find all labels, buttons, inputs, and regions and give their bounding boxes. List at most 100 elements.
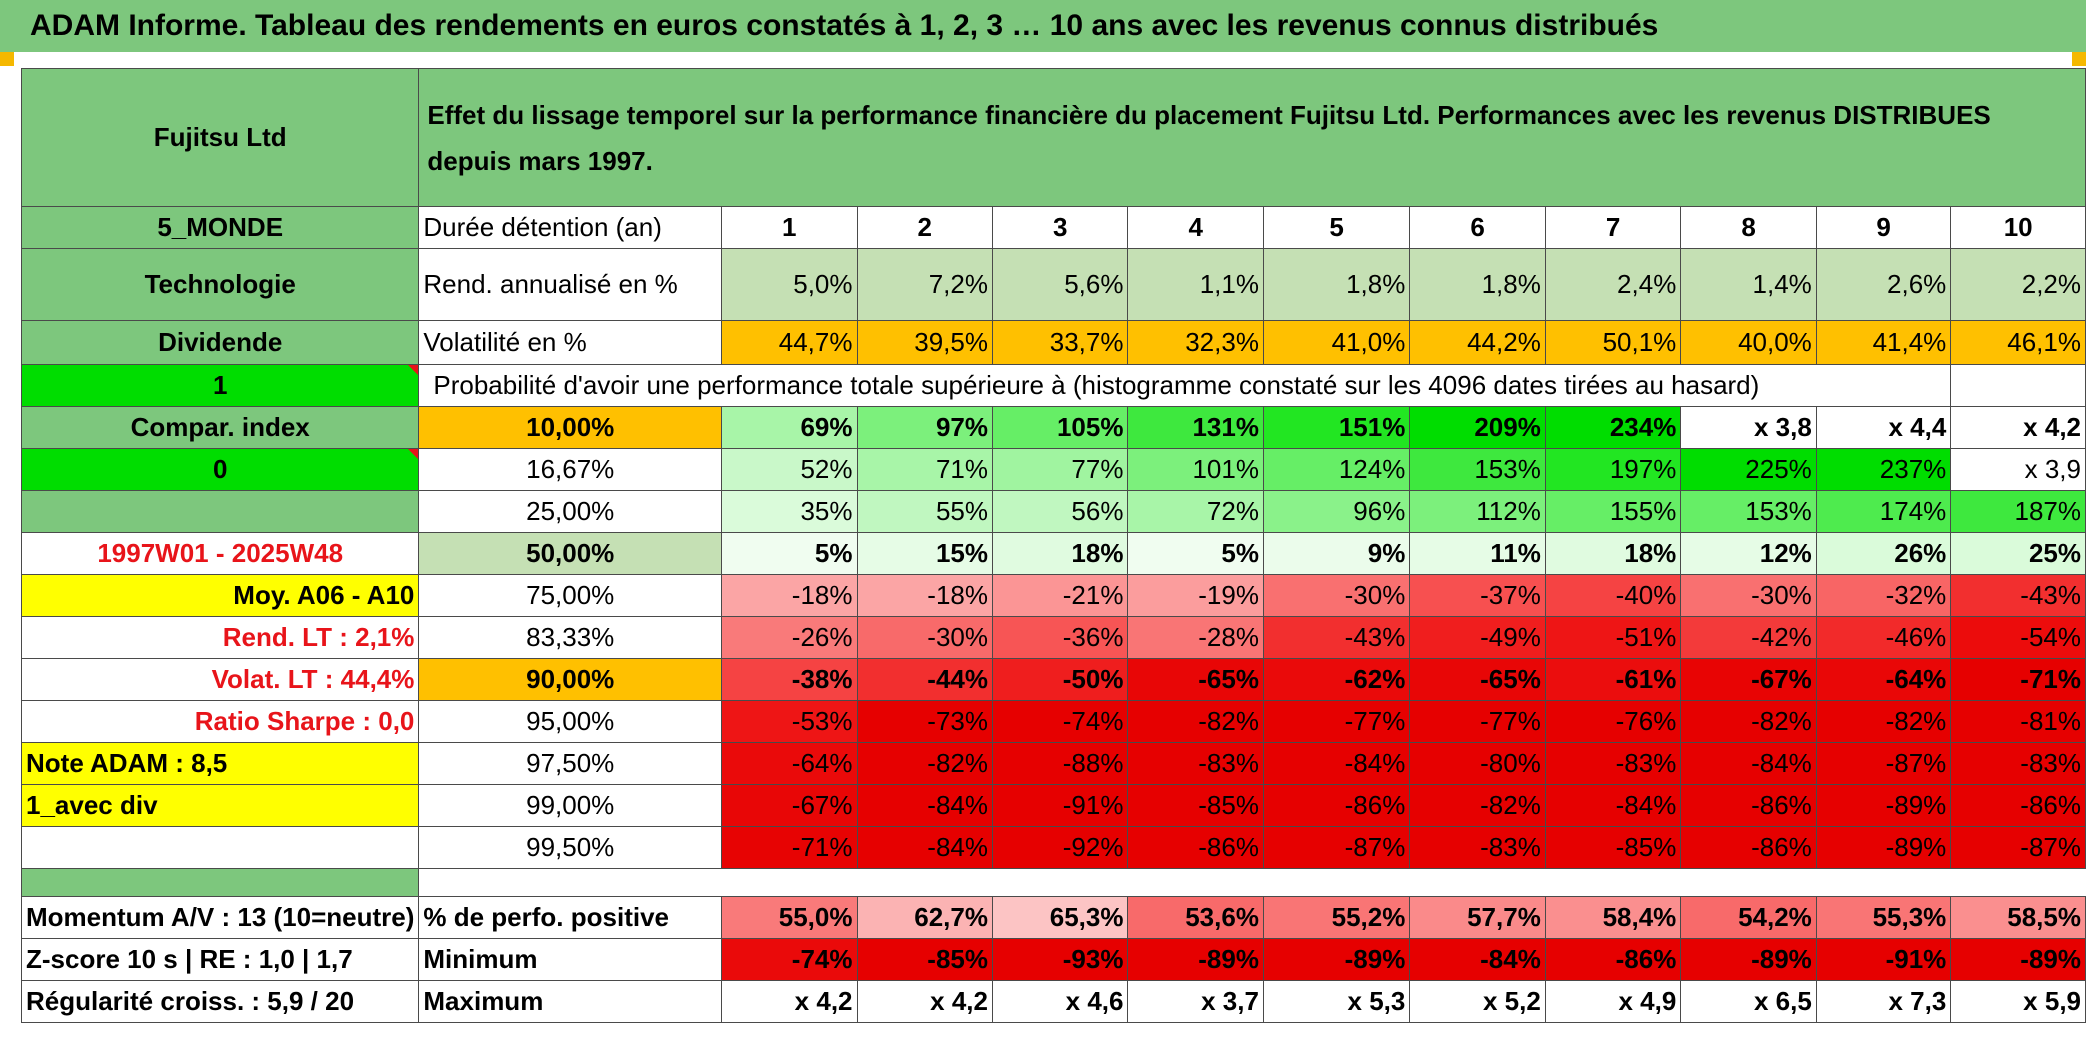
quantile-cell: 5% [1127,532,1264,575]
quantile-cell: -88% [991,742,1129,785]
quantile-cell: x 4,2 [1950,406,2086,449]
flag-one: 1 [20,364,420,407]
volatility-cell: 50,1% [1544,320,1682,365]
positive-performance-cell: 57,7% [1409,896,1546,939]
quantile-cell: x 4,4 [1815,406,1952,449]
quantile-cell: -87% [1950,826,2086,869]
quantile-cell: 237% [1815,448,1952,491]
quantile-cell: 153% [1680,490,1817,533]
quantile-cell: -71% [721,826,858,869]
quantile-label: 50,00% [418,532,723,575]
volatility-cell: 32,3% [1127,320,1264,365]
section-divider [20,868,420,897]
volatility-cell: 33,7% [991,320,1129,365]
quantile-cell: 25% [1950,532,2086,575]
adam-score: Note ADAM : 8,5 [20,742,420,785]
annualized-return-cell: 5,6% [991,248,1129,321]
minimum-cell: -84% [1409,938,1546,981]
volatility-cell: 41,4% [1815,320,1952,365]
positive-performance-cell: 53,6% [1127,896,1264,939]
quantile-cell: 56% [991,490,1129,533]
maximum-cell: x 6,5 [1680,980,1817,1023]
maximum-cell: x 4,2 [721,980,858,1023]
quantile-cell: -84% [1544,784,1682,827]
positive-performance-cell: 65,3% [991,896,1129,939]
period-label: 1997W01 - 2025W48 [20,532,420,575]
company-name: Fujitsu Ltd [20,68,420,207]
quantile-cell: 9% [1262,532,1411,575]
quantile-cell: 174% [1815,490,1952,533]
quantile-cell: 26% [1815,532,1952,575]
quantile-label: 10,00% [418,406,723,449]
quantile-cell: 155% [1544,490,1682,533]
quantile-cell: -87% [1262,826,1411,869]
quantile-cell: -85% [1127,784,1264,827]
positive-performance-cell: 58,4% [1544,896,1682,939]
quantile-label: 97,50% [418,742,723,785]
quantile-cell: -43% [1950,574,2086,617]
quantile-cell: -86% [1950,784,2086,827]
quantile-label: 83,33% [418,616,723,659]
positive-performance-cell: 58,5% [1950,896,2086,939]
minimum-cell: -91% [1815,938,1952,981]
annualized-return-cell: 2,2% [1950,248,2086,321]
quantile-cell: 124% [1262,448,1411,491]
volatility-cell: 39,5% [856,320,993,365]
quantile-cell: -84% [1262,742,1411,785]
quantile-cell: 18% [991,532,1129,575]
quantile-cell: 52% [721,448,858,491]
flag-zero: 0 [20,448,420,491]
quantile-cell: 96% [1262,490,1411,533]
maximum-cell: x 4,2 [856,980,993,1023]
annualized-return-cell: 2,6% [1815,248,1952,321]
long-term-volatility: Volat. LT : 44,4% [20,658,420,701]
quantile-cell: -86% [1262,784,1411,827]
maximum-cell: x 3,7 [1127,980,1264,1023]
quantile-cell: -44% [856,658,993,701]
year-header: 5 [1262,206,1411,249]
volatility-cell: 44,7% [721,320,858,365]
corner-marker-left [0,52,14,66]
maximum-label: Maximum [418,980,723,1023]
positive-performance-cell: 55,2% [1262,896,1411,939]
table-description: Effet du lissage temporel sur la perform… [418,68,2086,207]
year-header: 8 [1680,206,1817,249]
report-title: ADAM Informe. Tableau des rendements en … [0,0,2086,52]
minimum-cell: -74% [721,938,858,981]
quantile-cell: -89% [1815,826,1952,869]
quantile-cell: -65% [1409,658,1546,701]
minimum-cell: -85% [856,938,993,981]
quantile-cell: -67% [1680,658,1817,701]
quantile-cell: 209% [1409,406,1546,449]
minimum-cell: -89% [1127,938,1264,981]
minimum-cell: -86% [1544,938,1682,981]
quantile-cell: -74% [991,700,1129,743]
volatility-cell: 44,2% [1409,320,1546,365]
positive-label: % de perfo. positive [418,896,723,939]
region-label: 5_MONDE [20,206,420,249]
quantile-cell: -43% [1262,616,1411,659]
quantile-cell: -28% [1127,616,1264,659]
volatility-cell: 41,0% [1262,320,1411,365]
quantile-cell: -64% [1815,658,1952,701]
quantile-cell: -51% [1544,616,1682,659]
quantile-cell: -32% [1815,574,1952,617]
year-header: 6 [1409,206,1546,249]
quantile-cell: 153% [1409,448,1546,491]
quantile-cell: -67% [721,784,858,827]
volatility-cell: 40,0% [1680,320,1817,365]
quantile-cell: -81% [1950,700,2086,743]
quantile-cell: -82% [1127,700,1264,743]
corner-marker-right [2072,52,2086,66]
quantile-cell: -18% [856,574,993,617]
positive-performance-cell: 55,0% [721,896,858,939]
quantile-cell: -26% [721,616,858,659]
quantile-label: 99,00% [418,784,723,827]
quantile-cell: -30% [856,616,993,659]
quantile-cell: -49% [1409,616,1546,659]
quantile-cell: -71% [1950,658,2086,701]
regularity-label: Régularité croiss. : 5,9 / 20 [20,980,420,1023]
returns-table: Fujitsu Ltd Effet du lissage temporel su… [20,68,2086,1023]
year-header: 3 [991,206,1129,249]
quantile-cell: 18% [1544,532,1682,575]
